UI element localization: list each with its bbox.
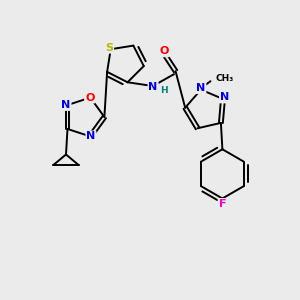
Text: H: H bbox=[160, 86, 167, 95]
Text: CH₃: CH₃ bbox=[215, 74, 233, 83]
Text: S: S bbox=[105, 43, 113, 53]
Text: O: O bbox=[160, 46, 169, 56]
Text: N: N bbox=[220, 92, 229, 103]
Text: N: N bbox=[196, 83, 206, 93]
Text: F: F bbox=[219, 199, 226, 209]
Text: N: N bbox=[148, 82, 158, 92]
Text: O: O bbox=[85, 93, 94, 103]
Text: N: N bbox=[61, 100, 70, 110]
Text: N: N bbox=[86, 131, 95, 141]
